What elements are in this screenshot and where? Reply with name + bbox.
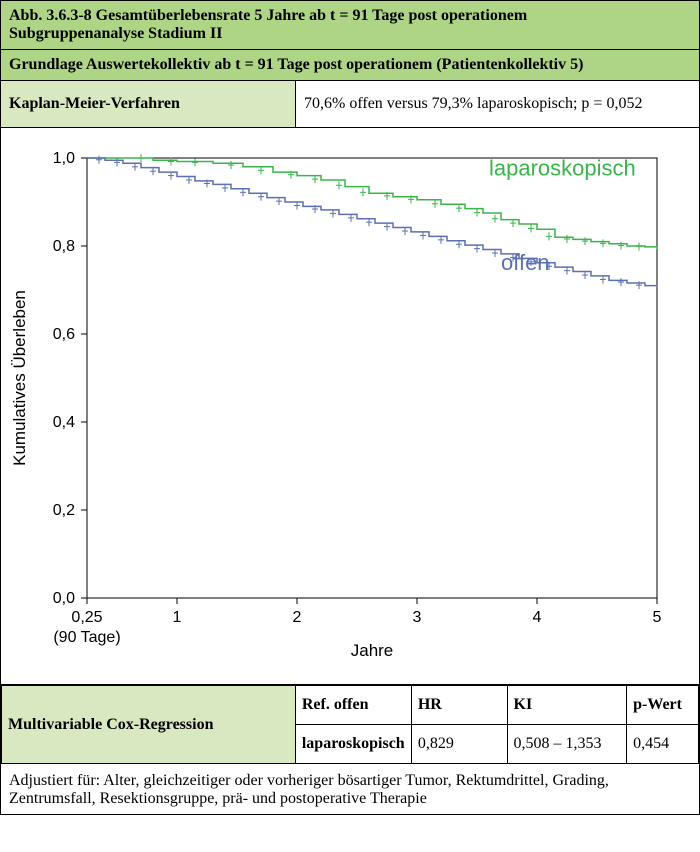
svg-text:1,0: 1,0 — [53, 150, 75, 167]
row-lap-label: laparoskopisch — [295, 725, 411, 764]
val-ki: 0,508 – 1,353 — [507, 725, 627, 764]
svg-text:offen: offen — [501, 250, 550, 275]
svg-text:1: 1 — [173, 609, 182, 626]
svg-text:0,8: 0,8 — [53, 238, 75, 255]
col-ref: Ref. offen — [295, 686, 411, 725]
col-ki: KI — [507, 686, 627, 725]
svg-text:laparoskopisch: laparoskopisch — [489, 156, 636, 181]
cox-regression-table: Multivariable Cox-Regression Ref. offen … — [1, 685, 699, 764]
svg-text:Jahre: Jahre — [351, 641, 394, 660]
svg-text:0,25: 0,25 — [71, 609, 102, 626]
header-subtitle: Grundlage Auswertekollektiv ab t = 91 Ta… — [1, 50, 699, 81]
km-row: Kaplan-Meier-Verfahren 70,6% offen versu… — [1, 81, 699, 128]
svg-text:Kumulatives Überleben: Kumulatives Überleben — [10, 290, 29, 466]
svg-text:(90 Tage): (90 Tage) — [53, 629, 120, 646]
km-label: Kaplan-Meier-Verfahren — [1, 81, 296, 127]
header-title: Abb. 3.6.3-8 Gesamtüberlebensrate 5 Jahr… — [1, 1, 699, 50]
col-hr: HR — [411, 686, 507, 725]
svg-text:5: 5 — [653, 609, 662, 626]
val-hr: 0,829 — [411, 725, 507, 764]
svg-text:0,6: 0,6 — [53, 326, 75, 343]
cox-label: Multivariable Cox-Regression — [2, 686, 296, 764]
footnote: Adjustiert für: Alter, gleichzeitiger od… — [1, 764, 699, 814]
svg-text:0,4: 0,4 — [53, 414, 75, 431]
svg-text:3: 3 — [413, 609, 422, 626]
chart-cell: 0,0 0,2 0,4 0,6 0,8 1,0 0,25 1 2 3 4 5 (90 Tage) Jahr… — [1, 128, 699, 685]
svg-text:4: 4 — [533, 609, 542, 626]
svg-text:2: 2 — [293, 609, 302, 626]
val-pwert: 0,454 — [627, 725, 699, 764]
svg-text:0,0: 0,0 — [53, 590, 75, 607]
km-value: 70,6% offen versus 79,3% laparoskopisch;… — [296, 81, 699, 127]
figure-container: Abb. 3.6.3-8 Gesamtüberlebensrate 5 Jahr… — [0, 0, 700, 815]
col-pwert: p-Wert — [627, 686, 699, 725]
kaplan-meier-chart: 0,0 0,2 0,4 0,6 0,8 1,0 0,25 1 2 3 4 5 (90 Tage) Jahr… — [5, 138, 695, 678]
svg-text:0,2: 0,2 — [53, 502, 75, 519]
